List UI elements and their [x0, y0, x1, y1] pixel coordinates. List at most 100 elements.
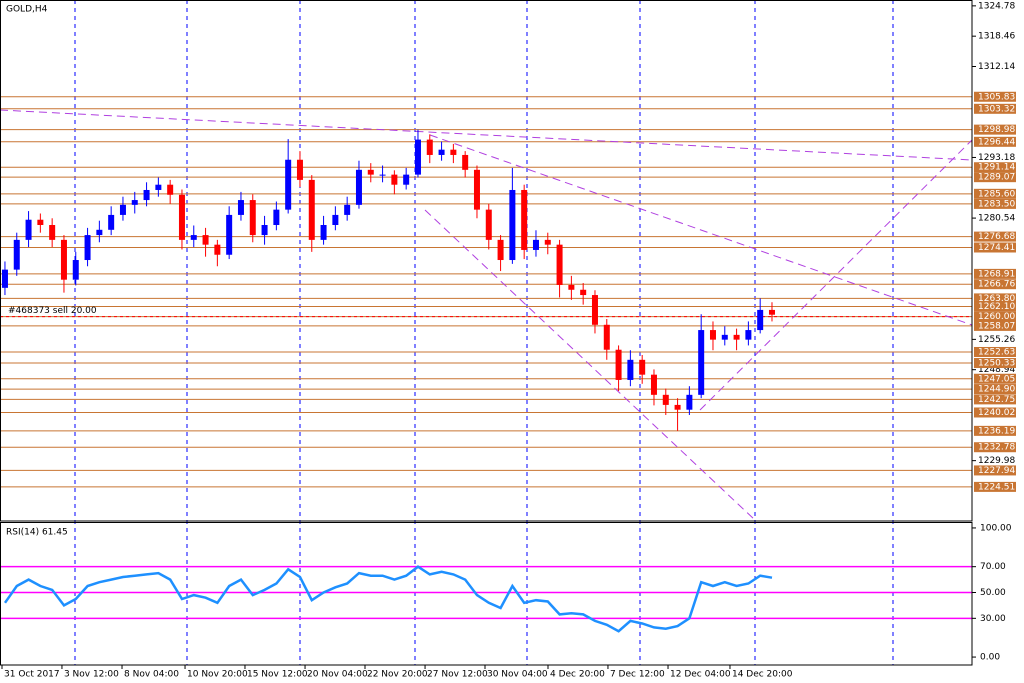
candle-body [733, 334, 740, 340]
level-label-box [974, 442, 1016, 453]
candle-body [237, 200, 244, 215]
rsi-panel [0, 565, 972, 633]
x-tick-label: 20 Nov 04:00 [307, 670, 368, 680]
level-label-box [974, 91, 1016, 102]
candle-body [261, 224, 268, 236]
candle-body [485, 209, 492, 240]
level-label: 1274.41 [978, 243, 1015, 253]
candle-body [1, 269, 8, 288]
y-tick-label: 1293.18 [978, 153, 1015, 163]
level-label-box [974, 384, 1016, 395]
candle-body [285, 159, 292, 210]
level-label-box [974, 481, 1016, 492]
level-label: 1289.07 [978, 173, 1015, 183]
candle-body [556, 244, 563, 285]
level-label-box [974, 320, 1016, 331]
level-label-box [974, 301, 1016, 312]
trend-lines [0, 109, 973, 521]
symbol-title: GOLD,H4 [6, 5, 48, 15]
x-tick-label: 27 Nov 12:00 [427, 670, 488, 680]
candle-body [698, 330, 705, 395]
candle-body [603, 324, 610, 350]
y-tick-label: 1324.78 [978, 1, 1015, 11]
level-label: 1263.80 [978, 294, 1015, 304]
level-label-box [974, 358, 1016, 369]
candle-body [544, 239, 551, 245]
level-label-box [974, 279, 1016, 290]
level-label: 1227.94 [978, 466, 1015, 476]
level-label-box [974, 311, 1016, 322]
candle-body [249, 200, 256, 236]
level-label: 1268.91 [978, 269, 1015, 279]
candle-body [320, 224, 327, 240]
candle-body [521, 189, 528, 250]
candle-body [532, 239, 539, 250]
candle-body [37, 219, 44, 225]
level-label: 1285.60 [978, 189, 1015, 199]
level-label-box [974, 425, 1016, 436]
rsi-y-tick-label: 100.00 [980, 523, 1012, 533]
x-tick-label: 14 Dec 20:00 [732, 670, 793, 680]
candle-body [568, 284, 575, 290]
candle-body [674, 404, 681, 410]
x-tick-label: 3 Nov 12:00 [64, 670, 119, 680]
level-label-box [974, 188, 1016, 199]
candle-body [167, 184, 174, 195]
level-label-box [974, 293, 1016, 304]
candle-body [662, 394, 669, 405]
candle-body [391, 174, 398, 185]
x-tick-label: 8 Nov 04:00 [124, 670, 179, 680]
x-tick-label: 10 Nov 20:00 [187, 670, 248, 680]
y-tick-label: 1255.26 [978, 335, 1015, 345]
y-tick-label: 1248.94 [978, 365, 1015, 375]
candle-body [108, 214, 115, 230]
x-tick-label: 15 Nov 12:00 [247, 670, 308, 680]
candle-body [273, 209, 280, 225]
candle-body [25, 219, 32, 240]
level-label: 1258.07 [978, 321, 1015, 331]
candle-body [639, 359, 646, 375]
level-label-box [974, 124, 1016, 135]
candle-body [96, 229, 103, 236]
level-label: 1266.76 [978, 280, 1015, 290]
candle-body [344, 204, 351, 215]
level-label-box [974, 172, 1016, 183]
x-tick-label: 12 Dec 04:00 [670, 670, 731, 680]
candle-body [379, 174, 386, 176]
rsi-title: RSI(14) 61.45 [6, 528, 68, 538]
candle-body [155, 184, 162, 190]
candle-body [580, 289, 587, 296]
candle-body [308, 179, 315, 240]
level-label: 1262.10 [978, 302, 1015, 312]
candle-body [591, 295, 598, 325]
level-label: 1244.90 [978, 385, 1015, 395]
candle-body [332, 214, 339, 225]
level-label: 1276.68 [978, 232, 1015, 242]
rsi-y-tick-label: 0.00 [980, 653, 1000, 663]
level-label-box [974, 231, 1016, 242]
candle-body [403, 174, 410, 185]
level-label-box [974, 373, 1016, 384]
level-label: 1291.14 [978, 163, 1015, 173]
y-tick-label: 1312.14 [978, 62, 1015, 72]
candles [1, 129, 775, 431]
candle-body [226, 214, 233, 255]
level-label: 1236.19 [978, 426, 1015, 436]
candle-body [84, 235, 91, 261]
level-label: 1247.05 [978, 374, 1015, 384]
candle-body [509, 189, 516, 261]
level-label-box [974, 103, 1016, 114]
candle-body [627, 359, 634, 380]
x-tick-label: 30 Nov 04:00 [487, 670, 548, 680]
candle-body [686, 394, 693, 410]
rsi-y-tick-label: 30.00 [980, 614, 1006, 624]
y-tick-label: 1318.46 [978, 32, 1015, 42]
candle-body [119, 204, 126, 215]
candle-body [473, 169, 480, 210]
candle-body [497, 239, 504, 261]
candle-body [414, 139, 421, 175]
candle-body [178, 194, 185, 240]
level-label: 1232.78 [978, 443, 1015, 453]
